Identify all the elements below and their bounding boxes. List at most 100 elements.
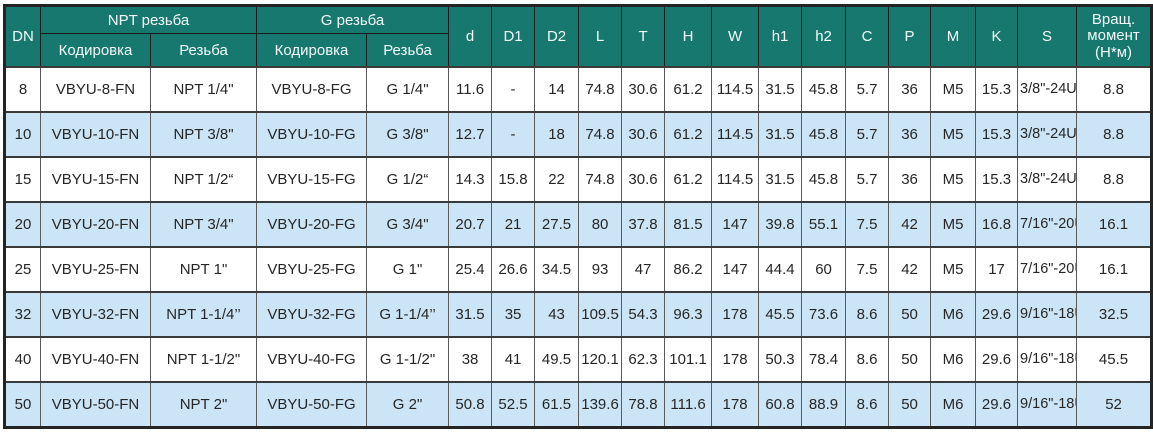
cell-dim-P: 36 xyxy=(888,156,932,203)
cell-torque: 52 xyxy=(1076,381,1153,428)
cell-g-coding: VBYU-8-FG xyxy=(256,66,368,113)
table-row: 50 VBYU-50-FN NPT 2" VBYU-50-FG G 2" 50.8 52.5… xyxy=(4,381,1153,428)
cell-dim-D1: 52.5 xyxy=(491,381,536,428)
cell-dim-h2: 73.6 xyxy=(801,291,847,338)
cell-dim-D1: 35 xyxy=(491,291,536,338)
cell-dim-P: 50 xyxy=(888,381,932,428)
cell-dim-T: 47 xyxy=(621,246,666,293)
cell-torque: 16.1 xyxy=(1076,201,1153,248)
header-dim-d2: D2 xyxy=(534,5,580,68)
cell-dim-K: 17 xyxy=(975,246,1019,293)
cell-dim-W: 178 xyxy=(711,291,760,338)
cell-dim-H: 96.3 xyxy=(664,291,713,338)
cell-dim-D1: 21 xyxy=(491,201,536,248)
cell-dim-C: 8.6 xyxy=(845,291,890,338)
cell-dim-T: 30.6 xyxy=(621,156,666,203)
cell-g-coding: VBYU-40-FG xyxy=(256,336,368,383)
header-g-group: G резьба xyxy=(256,5,450,34)
cell-npt-thread: NPT 1-1/2" xyxy=(149,336,258,383)
cell-dim-D1: 26.6 xyxy=(491,246,536,293)
cell-dim-h1: 60.8 xyxy=(758,381,803,428)
header-dim-l: L xyxy=(578,5,623,68)
cell-dim-S: 3/8"-24UNF xyxy=(1017,111,1078,158)
cell-dim-C: 8.6 xyxy=(845,381,890,428)
cell-dim-K: 29.6 xyxy=(975,291,1019,338)
header-dim-d: d xyxy=(448,5,493,68)
cell-dim-C: 5.7 xyxy=(845,66,890,113)
header-npt-coding: Кодировка xyxy=(40,33,151,68)
cell-dim-K: 29.6 xyxy=(975,381,1019,428)
header-g-thread: Резьба xyxy=(366,33,450,68)
header-dim-m: M xyxy=(930,5,977,68)
header-npt-group: NPT резьба xyxy=(39,5,258,34)
table-row: 25 VBYU-25-FN NPT 1" VBYU-25-FG G 1" 25.4 26.6… xyxy=(4,246,1153,293)
cell-dim-d: 50.8 xyxy=(448,381,493,428)
table-row: 20 VBYU-20-FN NPT 3/4" VBYU-20-FG G 3/4" 20.7… xyxy=(4,201,1153,248)
cell-dim-L: 74.8 xyxy=(578,111,623,158)
cell-dim-d: 12.7 xyxy=(448,111,493,158)
table-row: 8 VBYU-8-FN NPT 1/4" VBYU-8-FG G 1/4" 11.6-14… xyxy=(4,66,1153,113)
header-torque: Вращ. момент (Н*м) xyxy=(1076,5,1153,68)
cell-g-coding: VBYU-20-FG xyxy=(256,201,368,248)
cell-dim-H: 61.2 xyxy=(664,111,713,158)
cell-dim-W: 178 xyxy=(711,336,760,383)
cell-dim-W: 114.5 xyxy=(711,111,760,158)
cell-dim-P: 36 xyxy=(888,66,932,113)
cell-dn: 10 xyxy=(4,111,41,158)
cell-dim-T: 30.6 xyxy=(621,66,666,113)
cell-dim-S: 9/16"-18UNF xyxy=(1017,336,1078,383)
cell-dim-M: M6 xyxy=(930,336,977,383)
cell-dim-W: 114.5 xyxy=(711,66,760,113)
cell-g-coding: VBYU-50-FG xyxy=(256,381,368,428)
cell-dim-S: 7/16"-20UNF xyxy=(1017,201,1078,248)
cell-dim-d: 11.6 xyxy=(448,66,493,113)
cell-dim-L: 93 xyxy=(578,246,623,293)
cell-dim-M: M6 xyxy=(930,381,977,428)
cell-dim-S: 9/16"-18UNF xyxy=(1017,381,1078,428)
cell-dim-W: 114.5 xyxy=(711,156,760,203)
cell-g-thread: G 3/8" xyxy=(366,111,450,158)
cell-dim-M: M5 xyxy=(930,66,977,113)
cell-torque: 8.8 xyxy=(1076,66,1153,113)
cell-dim-D2: 49.5 xyxy=(534,336,580,383)
cell-dim-M: M5 xyxy=(930,111,977,158)
cell-dim-D2: 27.5 xyxy=(534,201,580,248)
cell-g-coding: VBYU-15-FG xyxy=(256,156,368,203)
cell-dim-T: 62.3 xyxy=(621,336,666,383)
cell-dim-L: 139.6 xyxy=(578,381,623,428)
cell-dim-h2: 88.9 xyxy=(801,381,847,428)
cell-npt-coding: VBYU-15-FN xyxy=(40,156,151,203)
cell-dn: 40 xyxy=(4,336,41,383)
cell-dim-P: 50 xyxy=(888,336,932,383)
header-dim-h: H xyxy=(664,5,713,68)
cell-dim-h1: 45.5 xyxy=(758,291,803,338)
cell-dim-C: 8.6 xyxy=(845,336,890,383)
cell-dim-D1: - xyxy=(491,66,536,113)
cell-dim-D2: 43 xyxy=(534,291,580,338)
cell-dim-D2: 22 xyxy=(534,156,580,203)
cell-npt-coding: VBYU-10-FN xyxy=(40,111,151,158)
cell-dim-H: 61.2 xyxy=(664,156,713,203)
table-row: 40 VBYU-40-FN NPT 1-1/2" VBYU-40-FG G 1-1/2"… xyxy=(4,336,1153,383)
header-npt-thread: Резьба xyxy=(149,33,258,68)
table-row: 15 VBYU-15-FN NPT 1/2“ VBYU-15-FG G 1/2“ 14.3… xyxy=(4,156,1153,203)
cell-dim-K: 16.8 xyxy=(975,201,1019,248)
cell-dim-M: M5 xyxy=(930,201,977,248)
cell-g-thread: G 1-1/2" xyxy=(366,336,450,383)
cell-dim-K: 15.3 xyxy=(975,156,1019,203)
cell-dim-D2: 14 xyxy=(534,66,580,113)
cell-dim-S: 3/8"-24UNF xyxy=(1017,156,1078,203)
cell-dim-h2: 60 xyxy=(801,246,847,293)
cell-dim-H: 81.5 xyxy=(664,201,713,248)
cell-dim-d: 20.7 xyxy=(448,201,493,248)
cell-dim-h1: 31.5 xyxy=(758,156,803,203)
header-dim-d1: D1 xyxy=(491,5,536,68)
valve-dimensions-table: DN NPT резьба G резьба d D1 D2 L T H W h… xyxy=(3,4,1153,429)
header-dn: DN xyxy=(4,5,41,68)
cell-g-coding: VBYU-10-FG xyxy=(256,111,368,158)
header-g-coding: Кодировка xyxy=(256,33,368,68)
cell-dim-C: 5.7 xyxy=(845,156,890,203)
cell-dn: 32 xyxy=(4,291,41,338)
cell-dim-h2: 55.1 xyxy=(801,201,847,248)
